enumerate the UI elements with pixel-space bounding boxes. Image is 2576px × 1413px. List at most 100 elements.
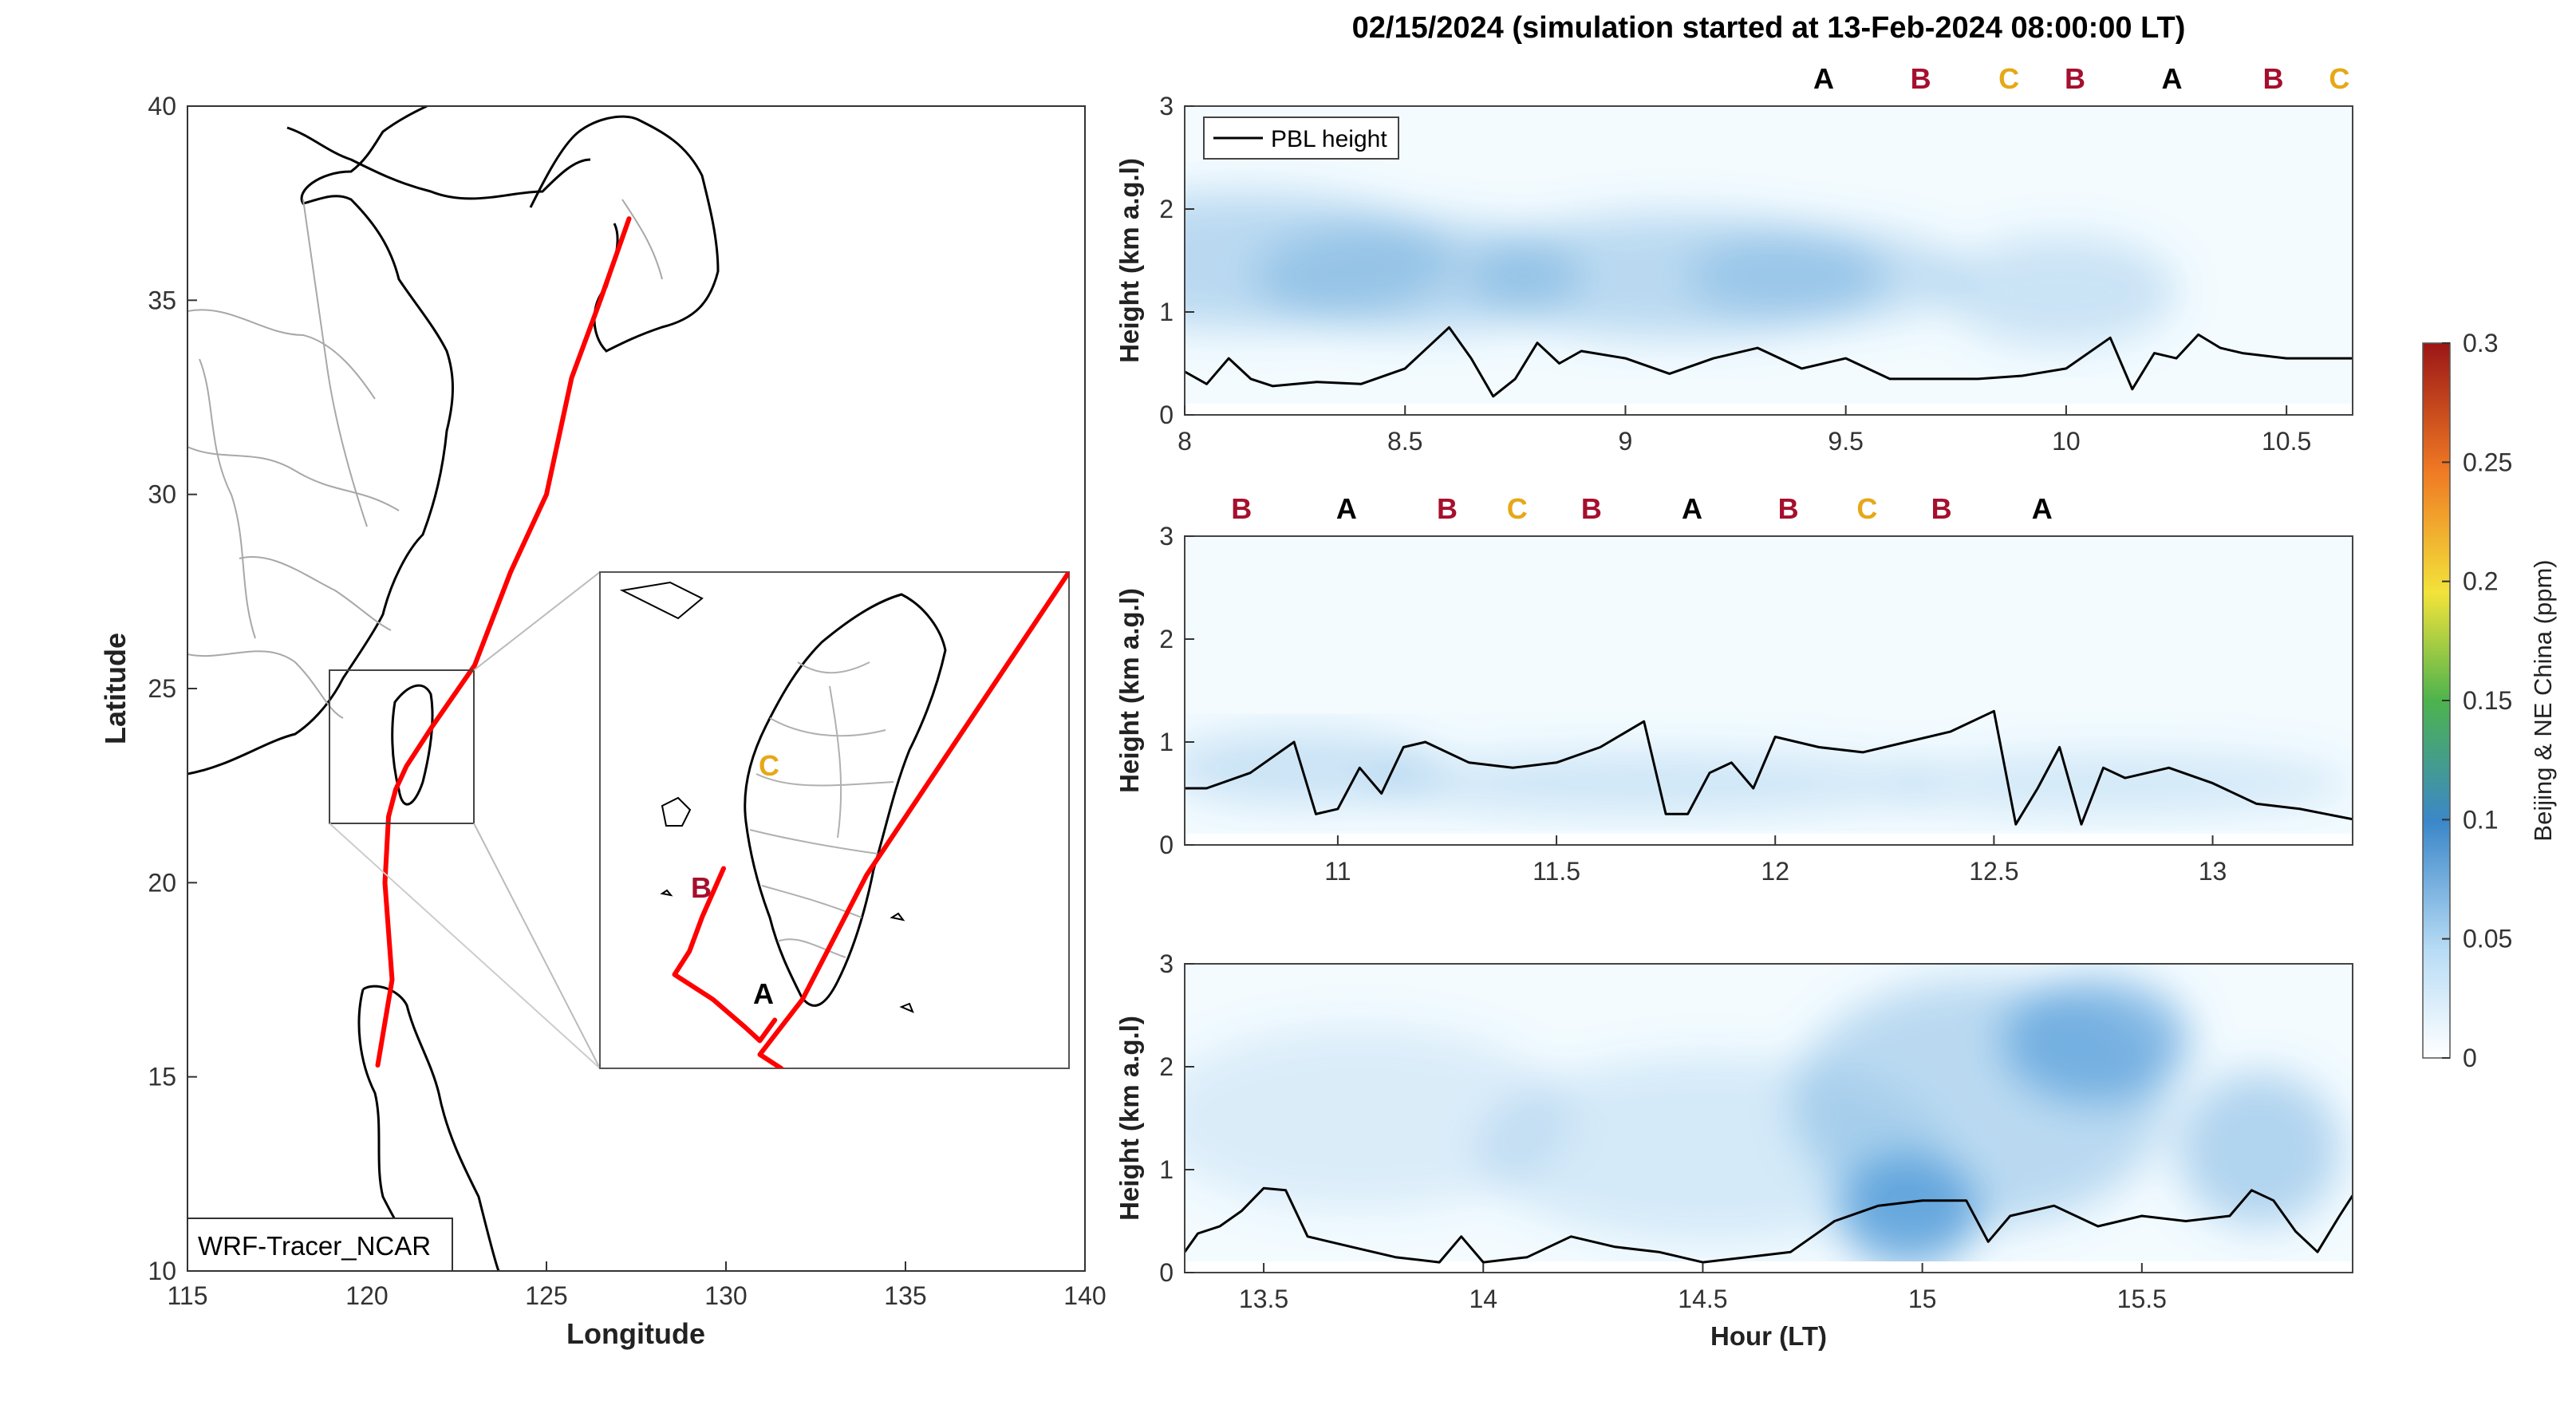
colorbar-tick-label: 0.15: [2463, 686, 2512, 715]
heatmap-field: [1185, 192, 2178, 347]
panel-xtick-label: 10.5: [2262, 427, 2311, 456]
panel-ylabel: Height (km a.g.l): [1114, 1016, 1144, 1221]
trajectory-marker-label: B: [1231, 492, 1252, 525]
trajectory-marker-label: C: [2329, 62, 2349, 95]
colorbar-label: Beijing & NE China (ppm): [2529, 559, 2557, 841]
map-ytick-label: 25: [148, 674, 176, 703]
trajectory-marker-label: A: [1813, 62, 1834, 95]
panel-ytick-label: 1: [1159, 728, 1174, 756]
trajectory-marker-label: B: [1778, 492, 1799, 525]
heatmap-field: [1185, 979, 2341, 1267]
inset-source-box: [329, 669, 475, 824]
panel-xtick-label: 13: [2199, 857, 2227, 886]
colorbar-tick-label: 0.05: [2463, 925, 2512, 953]
colorbar-tick-label: 0: [2463, 1044, 2477, 1072]
trajectory-marker-label: B: [1911, 62, 1931, 95]
map-ticks: 115 120 125 130 135 140 10 15 20 25 30 35 40: [148, 92, 1106, 1310]
inset-taiwan-outline: [619, 581, 947, 1013]
panel-ytick-label: 0: [1159, 831, 1174, 859]
panel-ytick-label: 0: [1159, 1258, 1174, 1287]
map-ytick-label: 10: [148, 1257, 176, 1285]
panel-ylabel: Height (km a.g.l): [1114, 588, 1144, 793]
inset-connector: [473, 823, 601, 1069]
map-admin-borders: [187, 199, 663, 719]
panel-xtick-label: 13.5: [1239, 1285, 1288, 1313]
colorbar-tick-label: 0.3: [2463, 329, 2498, 357]
trajectory-marker-label: C: [1507, 492, 1528, 525]
inset-label-a: A: [753, 977, 774, 1010]
trajectory-marker-label: A: [1336, 492, 1357, 525]
panel-axes-box: [1184, 105, 2353, 416]
time-height-panel-1: 8 8.5 9 9.5 10 10.5 0 1 2 3 Height (km a.g.l) A B C B A…: [1114, 62, 2353, 456]
panel-xtick-label: 14.5: [1678, 1285, 1727, 1313]
panel-xtick-label: 11: [1324, 857, 1351, 886]
panel-ytick-label: 1: [1159, 1155, 1174, 1184]
colorbar-tick-label: 0.25: [2463, 448, 2512, 476]
map-xlabel: Longitude: [566, 1317, 705, 1350]
panel-ytick-label: 2: [1159, 195, 1174, 223]
map-xtick-label: 130: [704, 1281, 747, 1310]
panel-ytick-label: 2: [1159, 625, 1174, 653]
heatmap-cell: [1185, 1025, 1571, 1211]
map-xtick-label: 115: [167, 1281, 207, 1310]
map-ytick-label: 20: [148, 868, 176, 897]
panel-xtick-label: 14: [1469, 1285, 1497, 1313]
trajectory-marker-label: C: [1998, 62, 2019, 95]
panel-ytick-label: 0: [1159, 401, 1174, 429]
panel-ytick-label: 3: [1159, 949, 1174, 978]
panel-xtick-label: 12.5: [1969, 857, 2018, 886]
map-annotation: WRF-Tracer_NCAR: [198, 1231, 431, 1261]
pbl-height-line: [1185, 709, 2353, 826]
map-ytick-label: 35: [148, 286, 176, 314]
heatmap-cell: [2177, 1072, 2341, 1226]
map-coastlines: [187, 106, 720, 1271]
trajectory-marker-label: A: [1682, 492, 1702, 525]
panel-ytick-label: 1: [1159, 298, 1174, 326]
heatmap-cell: [1686, 229, 1967, 322]
map-ylabel: Latitude: [99, 633, 132, 744]
panel-xtick-label: 8: [1178, 427, 1192, 456]
heatmap-cell: [1943, 235, 2178, 347]
trajectory-marker-label: C: [1856, 492, 1877, 525]
inset-track: [757, 572, 1069, 1068]
panel-ytick-label: 3: [1159, 522, 1174, 551]
inset-connector: [473, 571, 601, 671]
panel-xtick-label: 10: [2052, 427, 2081, 456]
colorbar-ticks: 0 0.05 0.1 0.15 0.2 0.25 0.3: [2442, 329, 2512, 1072]
heatmap-cell: [1359, 752, 1944, 815]
trajectory-marker-label: A: [2032, 492, 2053, 525]
inset-track: [672, 866, 778, 1044]
heatmap-ground: [1185, 1261, 2353, 1273]
trajectory-marker-label: B: [1437, 492, 1458, 525]
panel-ytick-label: 3: [1159, 92, 1174, 120]
map-annotation-box: [187, 1218, 453, 1272]
panel-legend: PBL height: [1203, 116, 1399, 160]
inset-label-b: B: [691, 871, 712, 904]
panel-xtick-label: 15: [1908, 1285, 1937, 1313]
panel-xtick-label: 9.5: [1828, 427, 1863, 456]
time-height-panel-3: 13.5 14 14.5 15 15.5 0 1 2 3 Height (km a.g.l) Hou…: [1114, 949, 2353, 1351]
trajectory-marker-label: A: [2161, 62, 2182, 95]
legend-label: PBL height: [1271, 126, 1387, 152]
colorbar-tick-label: 0.1: [2463, 805, 2498, 834]
inset-label-c: C: [759, 749, 779, 782]
trajectory-marker-label: B: [1931, 492, 1952, 525]
map-panel: 115 120 125 130 135 140 10 15 20 25 30 35 40 Longitu…: [99, 92, 1107, 1350]
heatmap-cell: [1885, 752, 2353, 815]
panel-axes-box: [1184, 535, 2353, 846]
map-ytick-label: 40: [148, 92, 176, 120]
panel-axes-box: [1184, 963, 2353, 1273]
heatmap-cell: [2002, 979, 2190, 1103]
map-ytick-label: 15: [148, 1063, 176, 1091]
figure-title: 02/15/2024 (simulation started at 13-Feb…: [1352, 11, 2186, 45]
heatmap-cell: [1477, 1056, 1944, 1242]
trajectory-marker-label: B: [1581, 492, 1602, 525]
pbl-height-line: [1185, 1186, 2353, 1264]
trajectory-marker-label: B: [2065, 62, 2085, 95]
panel-xtick-label: 9: [1619, 427, 1633, 456]
panel-xtick-label: 15.5: [2117, 1285, 2167, 1313]
map-xtick-label: 140: [1063, 1281, 1106, 1310]
heatmap-ground: [1185, 404, 2353, 415]
